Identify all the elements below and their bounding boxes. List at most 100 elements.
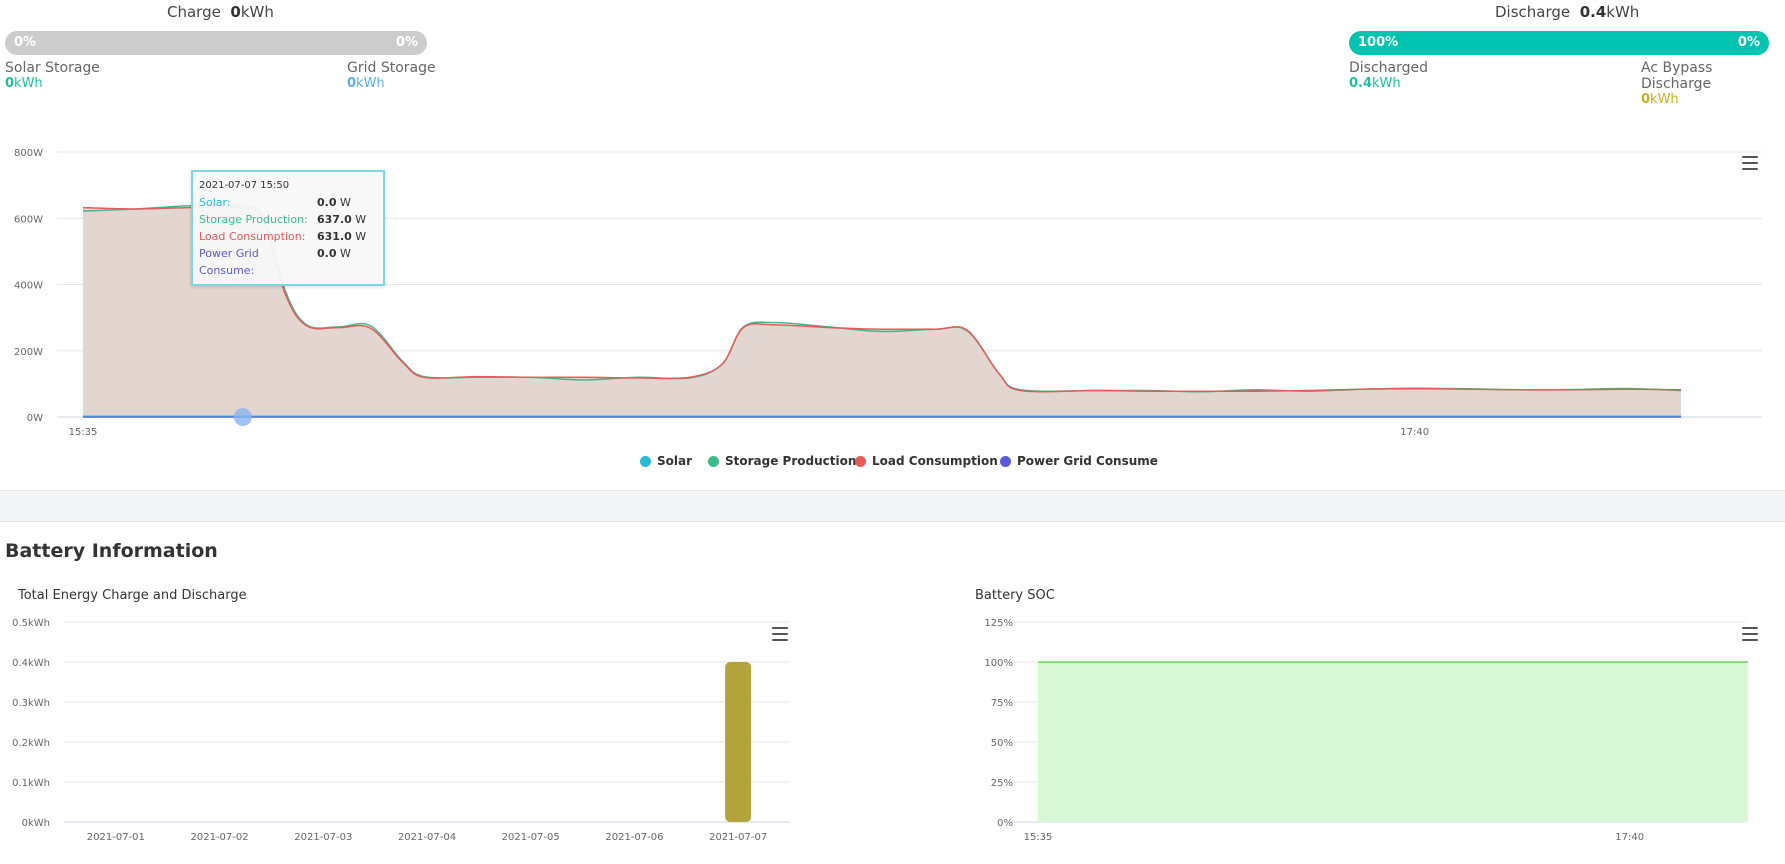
legend-solar-dot xyxy=(640,455,651,467)
energy-xtick-label: 2021-07-05 xyxy=(502,832,560,843)
tooltip-solar-unit: W xyxy=(340,196,351,209)
power-chart-tooltip: 2021-07-07 15:50 Solar: 0.0 W Storage Pr… xyxy=(191,170,385,286)
power-ytick-label: 200W xyxy=(14,347,43,358)
discharge-label: Discharge xyxy=(1495,3,1571,21)
soc-ytick-label: 100% xyxy=(984,658,1013,669)
ac-bypass-stat: Ac Bypass Discharge 0kWh xyxy=(1641,60,1785,107)
tooltip-storage-value: 637.0 xyxy=(317,213,352,226)
grid-storage-value: 0 xyxy=(347,76,357,91)
energy-xtick-label: 2021-07-02 xyxy=(191,832,249,843)
energy-ytick-label: 0.2kWh xyxy=(12,738,50,749)
legend-power-grid-consume[interactable]: Power Grid Consume xyxy=(1000,454,1158,468)
discharge-value: 0.4 xyxy=(1579,3,1607,21)
tooltip-grid-label: Power Grid Consume: xyxy=(199,247,259,277)
legend-load-label: Load Consumption xyxy=(872,454,998,468)
grid-storage-label: Grid Storage xyxy=(347,60,436,76)
ac-bypass-label: Ac Bypass Discharge xyxy=(1641,60,1713,92)
energy-chart-menu-icon[interactable] xyxy=(772,627,788,641)
energy-ytick-label: 0.4kWh xyxy=(12,658,50,669)
legend-solar-label: Solar xyxy=(657,454,693,468)
legend-grid-dot xyxy=(1000,455,1011,467)
energy-xtick-label: 2021-07-06 xyxy=(605,832,663,843)
energy-ytick-label: 0kWh xyxy=(22,818,50,829)
discharge-progress-left: 100% xyxy=(1358,35,1399,50)
power-xtick-label: 17:40 xyxy=(1400,427,1429,438)
discharge-unit: kWh xyxy=(1606,3,1640,21)
solar-storage-value: 0 xyxy=(5,76,15,91)
soc-ytick-label: 50% xyxy=(991,738,1013,749)
tooltip-storage-unit: W xyxy=(355,213,367,226)
legend-storage-dot xyxy=(708,455,719,467)
charge-progress-bar: 0% 0% xyxy=(5,31,427,55)
power-ytick-label: 800W xyxy=(14,148,43,159)
discharged-stat: Discharged 0.4kWh xyxy=(1349,60,1428,91)
discharged-label: Discharged xyxy=(1349,60,1429,76)
tooltip-load-value: 631.0 xyxy=(317,230,352,243)
legend-storage-label: Storage Production xyxy=(725,454,857,468)
tooltip-row-solar: Solar: 0.0 W xyxy=(199,194,377,211)
power-xtick-label: 15:35 xyxy=(69,427,98,438)
charge-progress-left: 0% xyxy=(14,35,37,50)
legend-load-consumption[interactable]: Load Consumption xyxy=(855,454,998,468)
charge-progress-right: 0% xyxy=(395,35,418,50)
discharged-value: 0.4 xyxy=(1349,76,1373,91)
soc-chart[interactable]: 0% 25% 50% 75% 100% 125% 15:35 17:40 xyxy=(960,610,1785,864)
charge-value: 0 xyxy=(230,3,241,21)
load-consumption-line xyxy=(82,206,1682,393)
discharge-progress-bar: 100% 0% xyxy=(1349,31,1769,55)
energy-xtick-label: 2021-07-01 xyxy=(87,832,145,843)
soc-ytick-label: 0% xyxy=(997,818,1013,829)
grid-storage-stat: Grid Storage 0kWh xyxy=(347,60,436,91)
power-chart-menu-icon[interactable] xyxy=(1742,156,1758,170)
legend-load-dot xyxy=(855,455,866,467)
tooltip-row-grid: Power Grid Consume: 0.0 W xyxy=(199,245,377,279)
charge-unit: kWh xyxy=(240,3,274,21)
energy-chart[interactable]: 0kWh 0.1kWh 0.2kWh 0.3kWh 0.4kWh 0.5kWh 2021-0… xyxy=(0,610,800,864)
tooltip-storage-label: Storage Production: xyxy=(199,213,308,226)
soc-area xyxy=(1038,662,1748,822)
power-ytick-label: 600W xyxy=(14,214,43,225)
charge-label: Charge xyxy=(167,3,221,21)
energy-xtick-label: 2021-07-07 xyxy=(709,832,767,843)
energy-ytick-label: 0.5kWh xyxy=(12,618,50,629)
tooltip-row-storage: Storage Production: 637.0 W xyxy=(199,211,377,228)
solar-storage-unit: kWh xyxy=(14,76,43,91)
solar-storage-label: Solar Storage xyxy=(5,60,100,76)
tooltip-solar-label: Solar: xyxy=(199,196,231,209)
power-ytick-label: 0W xyxy=(27,413,43,424)
energy-ytick-label: 0.3kWh xyxy=(12,698,50,709)
battery-section-title: Battery Information xyxy=(5,540,218,562)
ac-bypass-unit: kWh xyxy=(1650,92,1679,107)
soc-chart-title: Battery SOC xyxy=(975,588,1055,603)
tooltip-grid-value: 0.0 xyxy=(317,247,337,260)
tooltip-solar-value: 0.0 xyxy=(317,196,337,209)
tooltip-load-unit: W xyxy=(355,230,367,243)
section-separator xyxy=(0,490,1785,522)
tooltip-grid-unit: W xyxy=(340,247,351,260)
power-ytick-label: 400W xyxy=(14,281,43,292)
energy-xtick-label: 2021-07-03 xyxy=(294,832,352,843)
soc-xtick-label: 15:35 xyxy=(1024,832,1053,843)
discharge-bar xyxy=(725,662,752,822)
soc-ytick-label: 125% xyxy=(984,618,1013,629)
tooltip-row-load: Load Consumption: 631.0 W xyxy=(199,228,377,245)
legend-grid-label: Power Grid Consume xyxy=(1017,454,1158,468)
discharged-unit: kWh xyxy=(1372,76,1401,91)
solar-storage-stat: Solar Storage 0kWh xyxy=(5,60,100,91)
energy-chart-title: Total Energy Charge and Discharge xyxy=(18,588,247,603)
charge-summary: Charge 0kWh xyxy=(167,3,274,21)
legend-storage-production[interactable]: Storage Production xyxy=(708,454,856,468)
ac-bypass-value: 0 xyxy=(1641,92,1651,107)
energy-xtick-label: 2021-07-04 xyxy=(398,832,456,843)
soc-ytick-label: 25% xyxy=(991,778,1013,789)
energy-ytick-label: 0.1kWh xyxy=(12,778,50,789)
discharge-summary: Discharge 0.4kWh xyxy=(1495,3,1639,21)
tooltip-load-label: Load Consumption: xyxy=(199,230,306,243)
discharge-progress-right: 0% xyxy=(1737,35,1760,50)
hover-marker xyxy=(233,408,252,426)
tooltip-title: 2021-07-07 15:50 xyxy=(199,180,290,191)
legend-solar[interactable]: Solar xyxy=(640,454,692,468)
soc-chart-menu-icon[interactable] xyxy=(1742,627,1758,641)
soc-xtick-label: 17:40 xyxy=(1615,832,1644,843)
grid-storage-unit: kWh xyxy=(356,76,385,91)
